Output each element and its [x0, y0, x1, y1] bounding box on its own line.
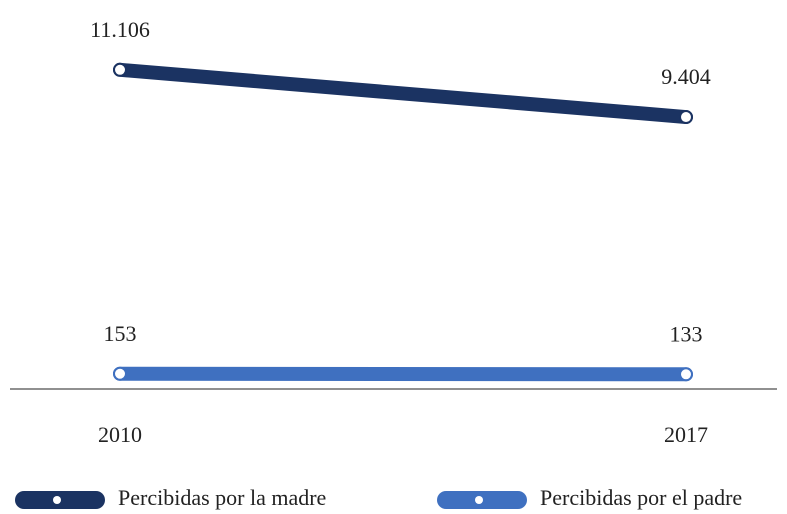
point	[113, 366, 127, 381]
point	[679, 110, 693, 125]
point	[679, 367, 693, 382]
legend-label: Percibidas por el padre	[540, 485, 742, 510]
value-label: 153	[104, 321, 137, 346]
value-label: 133	[670, 321, 703, 346]
series-line	[113, 62, 693, 125]
x-tick-label: 2010	[98, 422, 142, 447]
value-label: 11.106	[90, 17, 150, 42]
legend-dot	[475, 496, 483, 504]
point	[113, 62, 127, 77]
legend-dot	[53, 496, 61, 504]
legend-label: Percibidas por la madre	[118, 485, 326, 510]
value-label: 9.404	[661, 64, 711, 89]
x-tick-label: 2017	[664, 422, 708, 447]
series-line	[113, 366, 693, 382]
